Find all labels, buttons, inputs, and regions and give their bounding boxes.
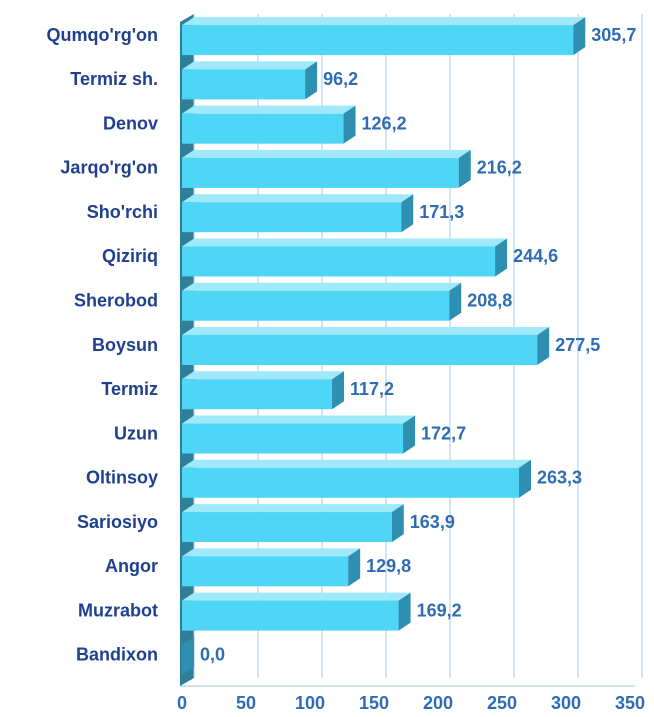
bar-side (182, 636, 194, 675)
value-label: 277,5 (555, 335, 600, 355)
value-label: 129,8 (366, 556, 411, 576)
bar-side (343, 105, 356, 144)
bar-top (182, 61, 318, 70)
bar-top (182, 238, 508, 247)
bar-top (182, 371, 345, 380)
bar-front (182, 379, 333, 410)
bar-side (519, 459, 532, 498)
bar (182, 415, 416, 454)
y-tick-label: Jarqo'rg'on (60, 158, 158, 178)
bar (182, 371, 345, 410)
y-tick-label: Muzrabot (78, 600, 158, 620)
bar-side (449, 282, 462, 321)
value-label: 117,2 (350, 379, 394, 399)
bar-front (182, 69, 306, 100)
bar-front (182, 113, 344, 144)
value-label: 0,0 (200, 645, 225, 665)
value-label: 171,3 (419, 202, 464, 222)
bar-front (182, 157, 459, 188)
bar-front (182, 556, 349, 587)
y-tick-label: Termiz (101, 379, 158, 399)
value-label: 263,3 (537, 468, 582, 488)
bar (182, 238, 508, 277)
value-label: 216,2 (477, 158, 522, 178)
value-label: 208,8 (467, 290, 512, 310)
bar-side (573, 17, 586, 56)
bar-front (182, 335, 538, 365)
bar-top (182, 415, 416, 424)
x-tick-label: 150 (359, 693, 389, 713)
y-tick-label: Bandixon (76, 645, 158, 665)
bar (182, 636, 194, 675)
y-tick-label: Angor (105, 556, 158, 576)
bar-top (182, 149, 471, 158)
bar (182, 282, 462, 321)
x-tick-label: 350 (615, 693, 645, 713)
bar-top (182, 548, 361, 557)
x-tick-label: 200 (423, 693, 453, 713)
bar-side (305, 61, 318, 100)
bar-top (182, 282, 462, 291)
x-tick-label: 300 (551, 693, 581, 713)
bar-side (403, 415, 416, 454)
bar-front (182, 512, 392, 543)
bar-side (398, 592, 411, 631)
bar-top (182, 194, 414, 203)
bar-side (458, 149, 471, 188)
bar-front (182, 423, 404, 454)
bar-front (182, 290, 450, 321)
bar-side (391, 504, 404, 543)
bar (182, 459, 532, 498)
y-tick-label: Uzun (114, 423, 158, 443)
bar (182, 105, 356, 144)
y-tick-label: Sherobod (74, 290, 158, 310)
bar-side (332, 371, 345, 410)
x-tick-label: 0 (177, 693, 187, 713)
bar (182, 61, 318, 100)
bar (182, 504, 404, 543)
bar-top (182, 504, 404, 513)
y-tick-label: Qumqo'rg'on (46, 25, 158, 45)
bar-front (182, 246, 496, 277)
bar (182, 17, 586, 56)
x-tick-label: 50 (236, 693, 256, 713)
value-label: 163,9 (410, 512, 455, 532)
value-label: 96,2 (323, 69, 358, 89)
bar-top (182, 459, 532, 468)
bar (182, 592, 411, 631)
value-label: 244,6 (513, 246, 558, 266)
bar-top (182, 105, 356, 114)
bar-side (401, 194, 414, 233)
y-tick-label: Qiziriq (102, 246, 158, 266)
bar (182, 548, 361, 587)
bar (182, 149, 471, 188)
x-tick-label: 100 (295, 693, 325, 713)
x-tick-label: 250 (487, 693, 517, 713)
y-tick-label: Oltinsoy (86, 468, 158, 488)
bar-front (182, 467, 520, 498)
y-tick-label: Termiz sh. (70, 69, 158, 89)
value-label: 126,2 (362, 113, 407, 133)
bar-front (182, 202, 402, 233)
y-tick-label: Boysun (92, 335, 158, 355)
bar-top (182, 327, 550, 335)
y-tick-label: Sariosiyo (77, 512, 158, 532)
value-label: 172,7 (421, 423, 466, 443)
value-label: 169,2 (417, 600, 462, 620)
bar-front (182, 600, 399, 631)
bar-top (182, 592, 411, 601)
bar-side (495, 238, 508, 277)
bar-top (182, 17, 586, 26)
bar-side (537, 327, 550, 365)
bar (182, 194, 414, 233)
y-tick-label: Sho'rchi (87, 202, 158, 222)
y-tick-label: Denov (103, 113, 158, 133)
bar (182, 327, 550, 365)
bar-side (348, 548, 361, 587)
value-label: 305,7 (591, 25, 636, 45)
bar-front (182, 25, 574, 56)
